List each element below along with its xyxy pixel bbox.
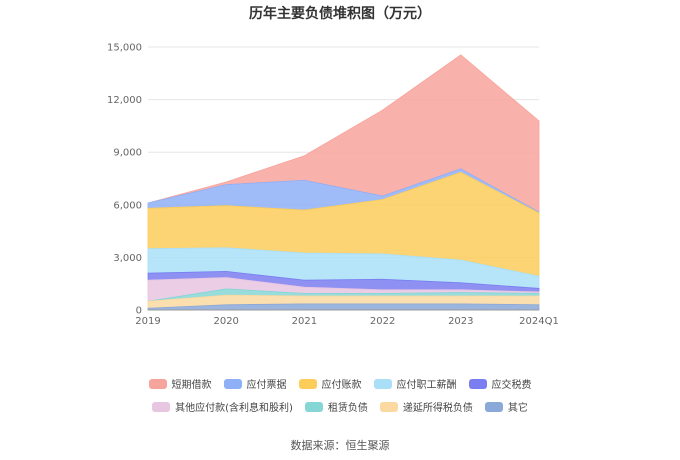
y-tick-label: 9,000	[113, 148, 142, 159]
stacked-area-chart: 0 3,000 6,000 9,000 12,000 15,000 2019 2020 2021…	[107, 43, 559, 328]
legend-item[interactable]: 其它	[484, 399, 528, 414]
legend-label: 应交税费	[491, 380, 532, 391]
chart-title: 历年主要负债堆积图（万元）	[249, 6, 431, 22]
legend-swatch	[304, 401, 323, 412]
legend-label: 应付票据	[246, 380, 287, 391]
legend-label: 应付职工薪酬	[396, 380, 457, 391]
legend-row: 短期借款 应付票据 应付账款 应付职工薪酬 应交税费	[0, 376, 680, 391]
y-tick-label: 6,000	[113, 200, 142, 211]
legend-label: 应付账款	[321, 380, 362, 391]
y-tick-label: 3,000	[113, 253, 142, 264]
x-tick-label: 2021	[292, 316, 317, 327]
legend-item[interactable]: 应交税费	[468, 376, 532, 391]
legend-item[interactable]: 租赁负债	[304, 399, 368, 414]
legend-label: 其他应付款(含利息和股利)	[175, 403, 293, 414]
x-tick-label: 2024Q1	[519, 316, 559, 327]
legend-item[interactable]: 应付票据	[223, 376, 287, 391]
legend-swatch	[298, 378, 317, 389]
legend-swatch	[379, 401, 398, 412]
legend-swatch	[148, 378, 167, 389]
legend-item[interactable]: 应付账款	[298, 376, 362, 391]
legend-swatch	[484, 401, 503, 412]
x-tick-label: 2022	[370, 316, 395, 327]
legend-item[interactable]: 其他应付款(含利息和股利)	[152, 399, 293, 414]
legend-label: 短期借款	[171, 380, 212, 391]
legend-label: 其它	[507, 403, 528, 414]
legend-swatch	[468, 378, 487, 389]
legend-swatch	[152, 401, 171, 412]
legend-swatch	[223, 378, 242, 389]
x-tick-label: 2020	[213, 316, 238, 327]
legend-label: 递延所得税负债	[402, 403, 473, 414]
legend-row: 其他应付款(含利息和股利) 租赁负债 递延所得税负债 其它	[0, 399, 680, 414]
y-tick-label: 15,000	[107, 43, 142, 54]
data-source: 数据来源：恒生聚源	[290, 439, 390, 452]
legend: 短期借款 应付票据 应付账款 应付职工薪酬 应交税费其他应付款(含利息和股利) 租赁负债 递…	[0, 376, 680, 422]
legend-item[interactable]: 应付职工薪酬	[373, 376, 457, 391]
legend-swatch	[373, 378, 392, 389]
x-tick-label: 2019	[135, 316, 160, 327]
legend-label: 租赁负债	[327, 403, 368, 414]
y-tick-label: 0	[136, 306, 142, 317]
y-tick-label: 12,000	[107, 95, 142, 106]
x-tick-label: 2023	[448, 316, 473, 327]
legend-item[interactable]: 递延所得税负债	[379, 399, 473, 414]
legend-item[interactable]: 短期借款	[148, 376, 212, 391]
